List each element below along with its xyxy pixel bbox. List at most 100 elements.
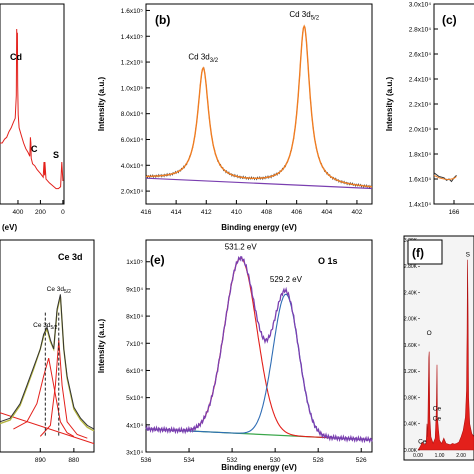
panel-b-cd3d: 416 414 412 410 408 406 404 402 2.0x10⁴ 4.0x10⁴ 6.… bbox=[97, 3, 373, 232]
panel-b-plot bbox=[145, 24, 373, 190]
panel-c-plot bbox=[433, 172, 457, 183]
panel-b-y-tick-label: 6.0x10⁴ bbox=[121, 137, 144, 144]
panel-f-y-tick-label: 1.20K bbox=[404, 369, 418, 375]
panel-e-y-tick-label: 4x10⁴ bbox=[126, 422, 143, 429]
panel-e-ylabel: Intensity (a.u.) bbox=[97, 319, 106, 374]
panel-b-x-tick-label: 406 bbox=[291, 209, 302, 216]
panel-e-plot bbox=[145, 255, 373, 444]
edx-element-label: S bbox=[466, 251, 471, 258]
panel-f-y-tick-label: 0.40K bbox=[404, 422, 418, 428]
panel-c-y-tick-label: 1.4x10⁴ bbox=[409, 202, 432, 209]
panel-b-ylabel: Intensity (a.u.) bbox=[97, 77, 106, 132]
panel-f-tag: (f) bbox=[412, 246, 424, 260]
panel-e-x-tick-label: 526 bbox=[356, 457, 367, 464]
panel-b-annotations: Cd 3d3/2 Cd 3d5/2 bbox=[188, 10, 319, 64]
panel-b-ticks: 416 414 412 410 408 406 404 402 2.0x10⁴ 4.0x10⁴ 6.… bbox=[121, 8, 363, 216]
panel-f-edx: 0.00K 0.40K 0.80K 1.20K 1.60K 2.00K 2.40K 2.80K… bbox=[403, 235, 474, 461]
panel-a-x-tick-label: 200 bbox=[35, 209, 46, 216]
panel-a-x-ticks: 400 200 0 bbox=[13, 200, 65, 216]
panel-c-y-tick-label: 2.8x10⁴ bbox=[409, 27, 432, 34]
panel-c-series-line bbox=[433, 174, 457, 181]
cd3d-peak-label-subscript: 3/2 bbox=[210, 58, 219, 64]
cd3d-peak-label-subscript: 5/2 bbox=[311, 15, 320, 21]
panel-f-y-tick-label: 0.80K bbox=[404, 395, 418, 401]
edx-element-label: O bbox=[427, 330, 432, 337]
panel-c-y-tick-label: 2.0x10⁴ bbox=[409, 127, 432, 134]
panel-e-x-tick-label: 536 bbox=[141, 457, 152, 464]
panel-e-tag: (e) bbox=[150, 253, 165, 267]
panel-f-tag-box bbox=[407, 239, 443, 265]
panel-d-x-tick-label: 890 bbox=[35, 457, 46, 464]
panel-a-plot bbox=[0, 28, 64, 190]
cd3d-raw-data-line bbox=[145, 26, 373, 189]
o1s-peak-label: 529.2 eV bbox=[270, 275, 303, 284]
panel-b-x-tick-label: 416 bbox=[141, 209, 152, 216]
edx-spectrum-area bbox=[417, 259, 474, 451]
panel-a-frame bbox=[0, 3, 65, 205]
panel-c-ticks: 1.4x10⁴ 1.6x10⁴ 1.8x10⁴ 2.0x10⁴ 2.2x10⁴ 2.4x1… bbox=[409, 2, 460, 217]
o1s-component-peak bbox=[146, 293, 373, 441]
panel-d-ticks: 890 880 bbox=[35, 448, 80, 464]
panel-b-y-tick-label: 8.0x10⁴ bbox=[121, 111, 144, 118]
panel-e-o1s: 536 534 532 530 528 526 3x10⁴ 4x10⁴ 5x10⁴ 6x10⁴ 7x… bbox=[97, 239, 373, 472]
panel-c-frame bbox=[433, 3, 474, 205]
panel-f-x-tick-label: 2.00 bbox=[456, 453, 466, 459]
panel-a-xps-survey: 400 200 0 Cd C S (eV) bbox=[0, 3, 65, 232]
panel-f-x-tick-label: 0.00 bbox=[413, 453, 423, 459]
panel-b-y-tick-label: 1.2x10⁵ bbox=[121, 60, 144, 67]
panel-d-annotations: Ce 3d5/2 Ce 3d5/2 bbox=[33, 286, 71, 331]
panel-e-xlabel: Binding energy (eV) bbox=[221, 463, 297, 472]
panel-e-y-tick-label: 3x10⁴ bbox=[126, 450, 143, 457]
panel-d-ce3d: 890 880 Ce 3d Ce 3d5/2 Ce 3d5/2 bbox=[0, 239, 95, 464]
panel-e-title: O 1s bbox=[318, 256, 338, 266]
panel-e-y-tick-label: 9x10⁴ bbox=[126, 286, 143, 293]
ce3d-peak-label: Ce 3d5/2 bbox=[33, 322, 58, 331]
panel-c-y-tick-label: 2.4x10⁴ bbox=[409, 77, 432, 84]
panel-a-x-tick-label: 400 bbox=[13, 209, 24, 216]
panel-b-x-tick-label: 412 bbox=[201, 209, 212, 216]
panel-b-y-tick-label: 4.0x10⁴ bbox=[121, 163, 144, 170]
ce3d-series-line bbox=[39, 339, 88, 439]
panel-d-plot bbox=[0, 294, 95, 445]
panel-e-y-tick-label: 6x10⁴ bbox=[126, 368, 143, 375]
ce3d-peak-label-subscript: 5/2 bbox=[64, 289, 71, 295]
edx-element-label: Ce bbox=[433, 406, 442, 413]
cd3d-fit-line bbox=[145, 24, 373, 188]
panel-a-xlabel-fragment: (eV) bbox=[2, 223, 17, 232]
ce3d-peak-label: Ce 3d5/2 bbox=[47, 286, 72, 295]
panel-e-y-tick-label: 8x10⁴ bbox=[126, 314, 143, 321]
panel-b-x-tick-label: 414 bbox=[171, 209, 182, 216]
panel-c-x-tick-label: 166 bbox=[449, 209, 460, 216]
panel-e-x-tick-label: 534 bbox=[184, 457, 195, 464]
cd3d-background-line bbox=[145, 177, 373, 190]
survey-c-label: C bbox=[31, 144, 38, 154]
panel-c-y-tick-label: 1.8x10⁴ bbox=[409, 152, 432, 159]
panel-c-y-tick-label: 3.0x10⁴ bbox=[409, 2, 432, 9]
panel-c-ylabel: Intensity (a.u.) bbox=[385, 77, 394, 132]
panel-f-element-labels: O S Ce Ce Ce bbox=[418, 251, 470, 445]
panel-e-y-tick-label: 5x10⁴ bbox=[126, 395, 143, 402]
panel-b-x-tick-label: 404 bbox=[321, 209, 332, 216]
panel-e-y-tick-label: 7x10⁴ bbox=[126, 341, 143, 348]
ce3d-series-line bbox=[0, 412, 95, 445]
o1s-envelope bbox=[145, 255, 373, 444]
panel-b-xlabel: Binding energy (eV) bbox=[221, 223, 297, 232]
panel-f-x-tick-label: 1.00 bbox=[435, 453, 445, 459]
panel-f-plot bbox=[417, 259, 474, 451]
panel-e-ticks: 536 534 532 530 528 526 3x10⁴ 4x10⁴ 5x10⁴ 6x10⁴ 7x… bbox=[126, 259, 367, 464]
survey-cd-label: Cd bbox=[10, 52, 22, 62]
panel-b-y-tick-label: 1.0x10⁵ bbox=[121, 85, 144, 92]
panel-f-y-tick-label: 2.40K bbox=[404, 290, 418, 296]
panel-b-tag: (b) bbox=[155, 13, 170, 27]
panel-b-frame bbox=[145, 3, 373, 205]
panel-f-background bbox=[404, 236, 474, 460]
panel-b-x-tick-label: 410 bbox=[231, 209, 242, 216]
survey-series-line bbox=[0, 28, 64, 190]
cd3d-peak-label: Cd 3d3/2 bbox=[188, 52, 218, 64]
panel-c-y-tick-label: 2.2x10⁴ bbox=[409, 102, 432, 109]
panel-d-frame bbox=[0, 239, 95, 453]
panel-f-y-tick-label: 0.00K bbox=[404, 448, 418, 454]
panel-e-y-tick-label: 1x10⁵ bbox=[126, 259, 143, 266]
panel-c-y-tick-label: 2.6x10⁴ bbox=[409, 52, 432, 59]
